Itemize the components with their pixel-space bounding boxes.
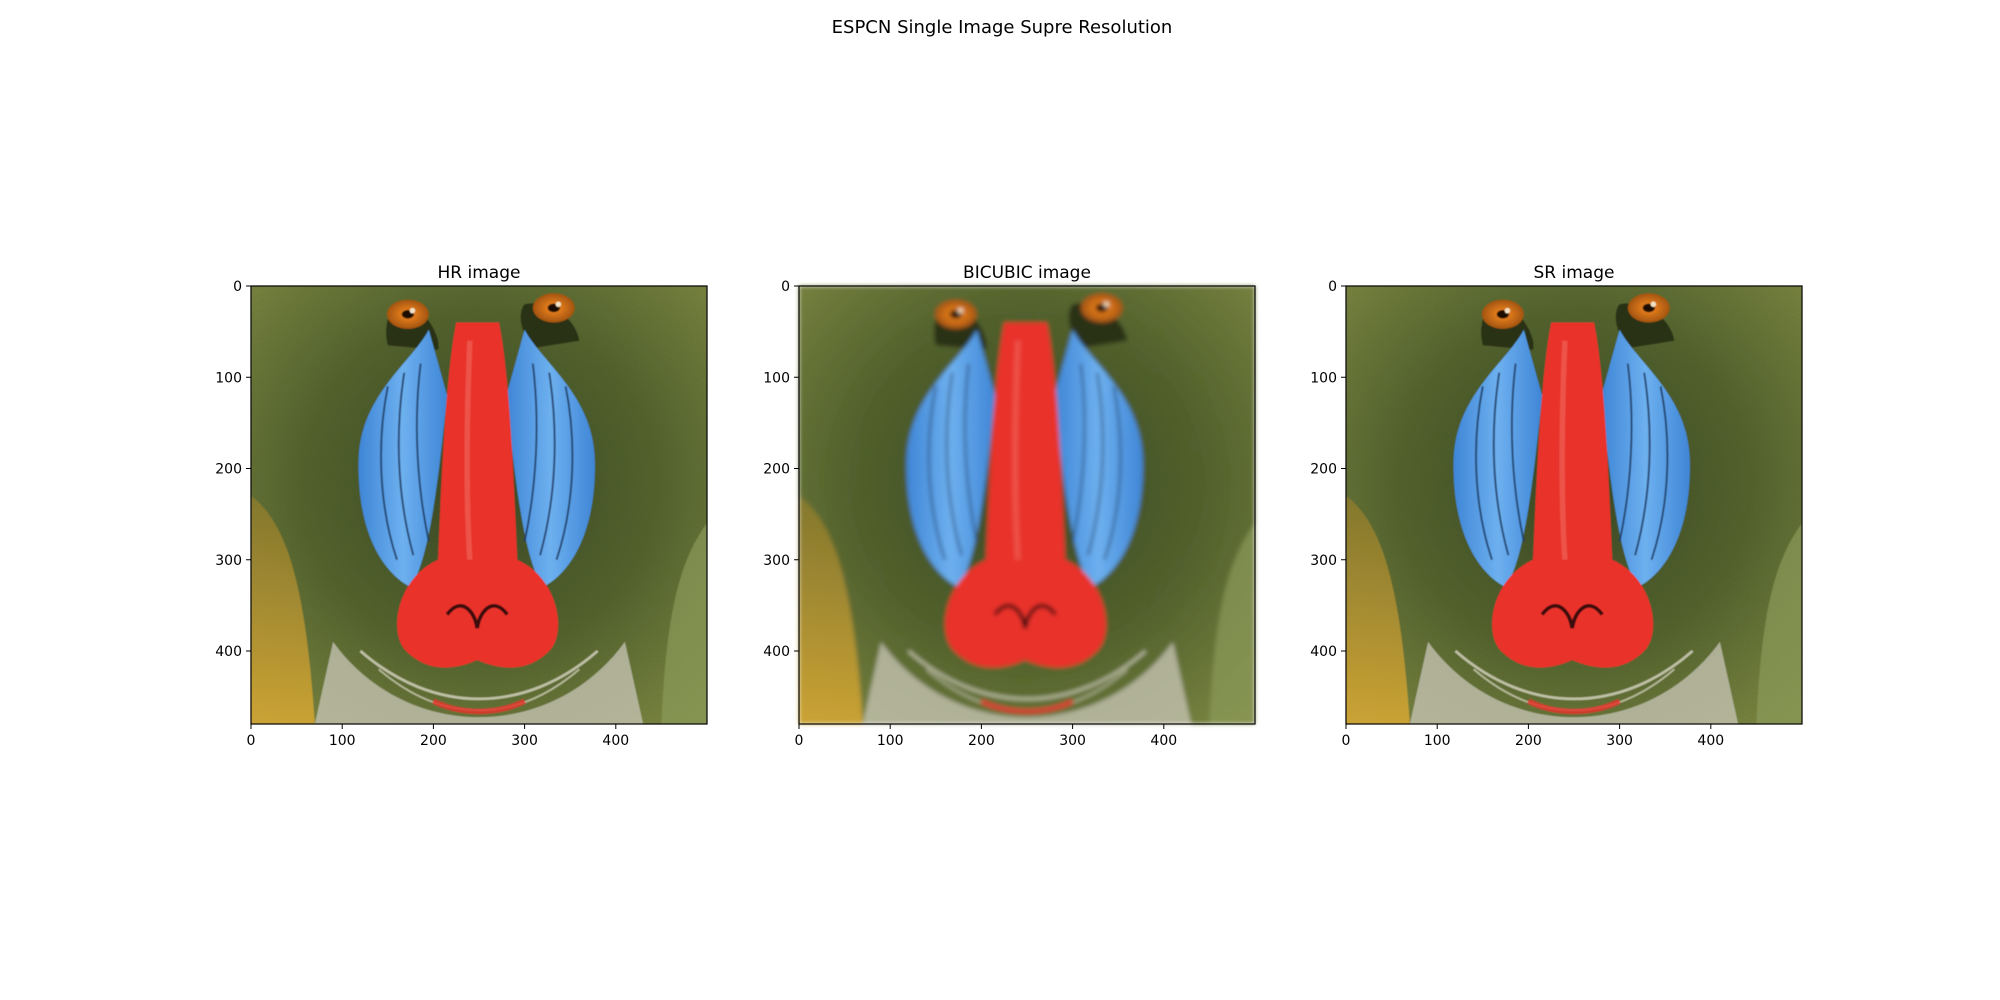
x-tick-label: 200 <box>968 733 995 749</box>
panel-2: BICUBIC image 0 100 200 300 400 0 100 200 300 400 <box>763 263 1255 749</box>
y-tick-label: 400 <box>763 644 790 660</box>
y-tick-label: 0 <box>1328 279 1337 295</box>
panel-1: HR image 0 100 200 300 400 0 100 200 300 400 <box>215 263 707 749</box>
x-tick-label: 100 <box>877 733 904 749</box>
mandrill-photo <box>251 286 707 724</box>
y-tick-label: 0 <box>781 279 790 295</box>
x-tick-label: 400 <box>1697 733 1724 749</box>
x-tick-label: 300 <box>1606 733 1633 749</box>
y-tick-label: 100 <box>215 370 242 386</box>
x-tick-label: 0 <box>247 733 256 749</box>
y-tick-label: 200 <box>1310 462 1337 478</box>
x-tick-label: 400 <box>1150 733 1177 749</box>
y-tick-label: 200 <box>763 462 790 478</box>
y-tick-label: 100 <box>763 370 790 386</box>
x-tick-label: 200 <box>1515 733 1542 749</box>
y-tick-label: 300 <box>1310 553 1337 569</box>
x-tick-label: 100 <box>329 733 356 749</box>
y-tick-label: 0 <box>233 279 242 295</box>
panel-title: SR image <box>1534 263 1615 283</box>
x-tick-label: 300 <box>511 733 538 749</box>
mandrill-photo <box>1346 286 1802 724</box>
panel-3: SR image 0 100 200 300 400 0 100 200 300 400 <box>1310 263 1802 749</box>
x-tick-label: 400 <box>602 733 629 749</box>
x-tick-label: 200 <box>420 733 447 749</box>
x-tick-label: 100 <box>1424 733 1451 749</box>
y-tick-label: 300 <box>215 553 242 569</box>
figure-title: ESPCN Single Image Supre Resolution <box>832 17 1173 38</box>
y-tick-label: 400 <box>215 644 242 660</box>
mandrill-photo <box>799 286 1255 724</box>
y-tick-label: 200 <box>215 462 242 478</box>
panel-title: BICUBIC image <box>963 263 1091 283</box>
panel-title: HR image <box>438 263 521 283</box>
y-tick-label: 100 <box>1310 370 1337 386</box>
y-tick-label: 300 <box>763 553 790 569</box>
x-tick-label: 0 <box>795 733 804 749</box>
y-tick-label: 400 <box>1310 644 1337 660</box>
x-tick-label: 300 <box>1059 733 1086 749</box>
x-tick-label: 0 <box>1342 733 1351 749</box>
